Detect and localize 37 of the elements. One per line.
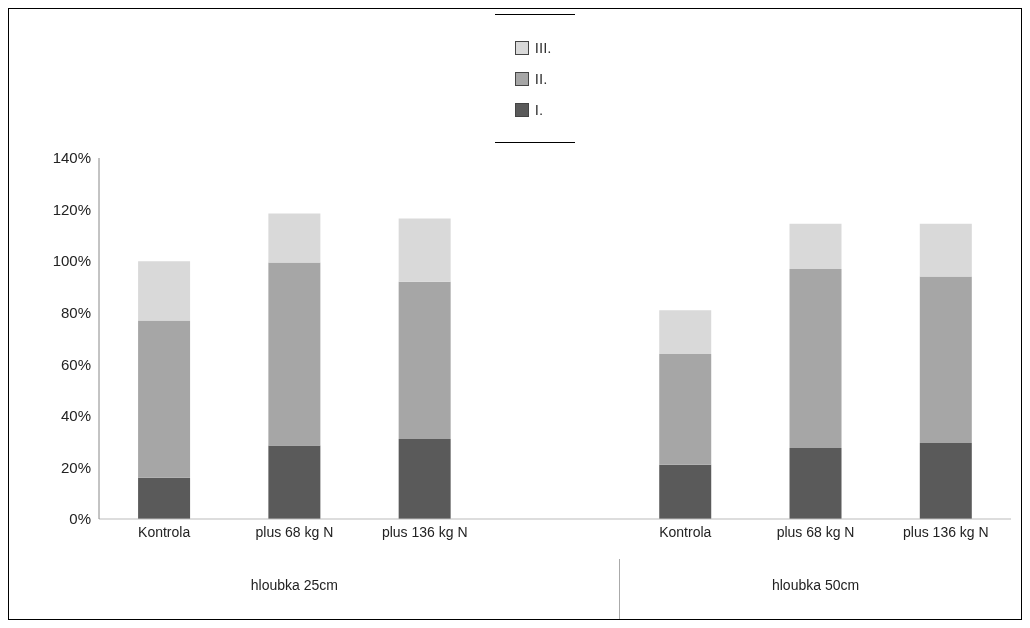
- bar: [659, 310, 712, 354]
- x-tick-label: Kontrola: [659, 523, 712, 540]
- bar: [659, 353, 712, 465]
- legend-label: II.: [533, 70, 549, 87]
- y-tick-label: 80%: [60, 304, 91, 322]
- bar: [138, 261, 191, 321]
- y-tick-label: 100%: [52, 252, 91, 270]
- y-tick-label: 60%: [60, 355, 91, 373]
- bar: [268, 445, 321, 519]
- x-tick-label: plus 136 kg N: [903, 523, 989, 540]
- bar: [659, 464, 712, 519]
- x-tick-label: Kontrola: [138, 523, 191, 540]
- bar: [398, 281, 451, 440]
- bar: [789, 268, 842, 449]
- bar: [789, 448, 842, 519]
- y-tick-label: 0%: [69, 510, 91, 528]
- y-tick-label: 20%: [60, 458, 91, 476]
- x-tick-label: plus 68 kg N: [776, 523, 855, 540]
- y-tick-label: 140%: [52, 149, 91, 167]
- bar: [919, 276, 972, 443]
- text: hloubka 25cm: [249, 577, 339, 593]
- bar: [919, 223, 972, 277]
- bar: [138, 320, 191, 478]
- bar: [268, 213, 321, 263]
- y-tick-label: 40%: [60, 407, 91, 425]
- bar: [398, 218, 451, 282]
- bar: [789, 223, 842, 269]
- x-tick-label: plus 68 kg N: [255, 523, 334, 540]
- bar: [268, 262, 321, 446]
- legend-label: III.: [533, 39, 553, 56]
- bar: [398, 439, 451, 519]
- x-tick-label: plus 136 kg N: [381, 523, 468, 540]
- bar: [138, 477, 191, 519]
- bar: [919, 442, 972, 519]
- text: hloubka 50cm: [770, 577, 861, 593]
- y-tick-label: 120%: [52, 200, 91, 218]
- legend-label: I.: [533, 101, 545, 118]
